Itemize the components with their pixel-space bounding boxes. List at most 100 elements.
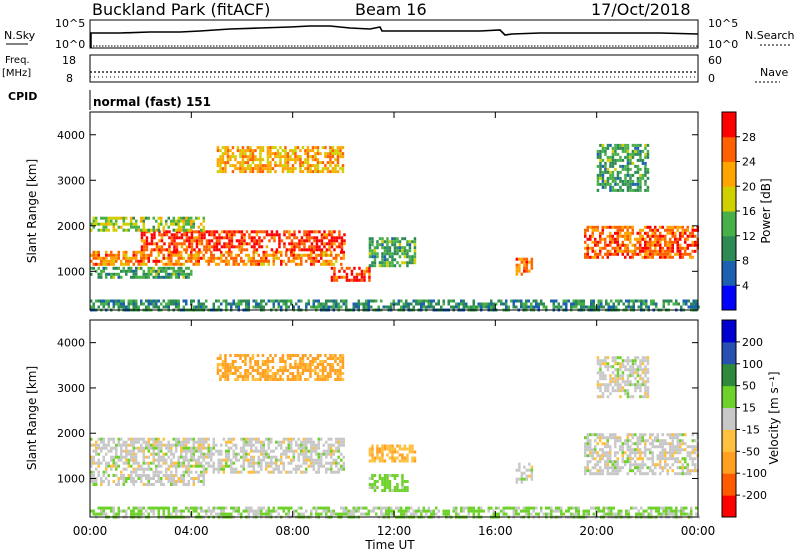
data-cell <box>669 249 672 253</box>
data-cell <box>609 182 612 186</box>
data-cell <box>616 146 620 150</box>
data-cell <box>393 486 397 489</box>
data-cell <box>320 506 323 510</box>
data-cell <box>645 299 648 303</box>
data-cell <box>656 249 659 253</box>
data-cell <box>314 158 317 162</box>
data-cell <box>147 440 150 444</box>
data-cell <box>323 236 326 240</box>
data-cell <box>626 167 630 171</box>
data-cell <box>155 467 158 471</box>
data-cell <box>283 230 286 234</box>
data-cell <box>100 512 103 516</box>
data-cell <box>388 255 392 259</box>
data-cell <box>367 305 370 309</box>
data-cell <box>343 239 346 243</box>
data-cell <box>175 437 178 441</box>
freq-label: Freq. <box>5 55 30 66</box>
data-cell <box>314 366 317 369</box>
data-cell <box>644 380 647 384</box>
data-cell <box>644 179 647 183</box>
data-cell <box>249 152 252 156</box>
data-cell <box>324 375 327 378</box>
data-cell <box>684 228 687 232</box>
data-cell <box>310 253 313 257</box>
data-cell <box>244 369 247 372</box>
data-cell <box>285 452 288 456</box>
data-cell <box>269 167 272 171</box>
data-cell <box>624 237 627 241</box>
data-cell <box>175 275 178 279</box>
data-cell <box>92 219 95 223</box>
data-cell <box>652 302 655 306</box>
colorbar-tick-label: 16 <box>742 205 756 218</box>
data-cell <box>432 305 435 309</box>
data-cell <box>606 252 609 256</box>
data-cell <box>90 272 93 276</box>
data-cell <box>336 357 340 360</box>
data-cell <box>580 299 583 303</box>
data-cell <box>381 489 384 492</box>
data-cell <box>333 278 336 282</box>
data-cell <box>110 455 113 459</box>
data-cell <box>604 374 607 378</box>
data-cell <box>357 299 360 303</box>
data-cell <box>350 278 354 282</box>
data-cell <box>335 461 338 465</box>
data-cell <box>112 256 115 260</box>
data-cell <box>279 375 282 378</box>
data-cell <box>232 449 235 453</box>
data-cell <box>594 255 597 259</box>
data-cell <box>624 182 627 186</box>
data-cell <box>629 433 632 437</box>
data-cell <box>691 457 694 461</box>
data-cell <box>313 236 316 240</box>
data-cell <box>614 188 617 192</box>
data-cell <box>310 248 314 252</box>
data-cell <box>282 464 285 468</box>
data-cell <box>246 146 250 150</box>
data-cell <box>325 259 328 263</box>
data-cell <box>339 152 342 156</box>
data-cell <box>331 161 335 165</box>
data-cell <box>280 452 283 456</box>
data-cell <box>216 366 220 369</box>
data-cell <box>340 467 343 471</box>
data-cell <box>335 239 339 243</box>
data-cell <box>301 369 305 372</box>
data-cell <box>420 299 423 303</box>
data-cell <box>381 264 384 268</box>
data-cell <box>261 158 265 162</box>
data-cell <box>616 472 619 476</box>
data-cell <box>175 228 178 232</box>
data-cell <box>626 362 630 366</box>
data-cell <box>525 266 529 270</box>
data-cell <box>127 443 130 447</box>
data-cell <box>192 256 195 260</box>
data-cell <box>155 437 158 441</box>
data-cell <box>275 461 278 465</box>
data-cell <box>145 216 148 220</box>
data-cell <box>341 354 345 357</box>
data-cell <box>258 242 261 246</box>
data-cell <box>312 506 315 510</box>
data-cell <box>197 253 200 257</box>
data-cell <box>155 446 158 450</box>
data-cell <box>187 464 190 468</box>
data-cell <box>386 258 389 262</box>
data-cell <box>666 451 669 455</box>
data-cell <box>634 252 637 256</box>
data-cell <box>290 253 293 257</box>
data-cell <box>621 451 624 455</box>
data-cell <box>152 225 155 229</box>
data-cell <box>185 272 188 276</box>
data-cell <box>312 446 315 450</box>
data-cell <box>230 467 233 471</box>
data-cell <box>661 246 664 250</box>
data-cell <box>290 458 293 462</box>
data-cell <box>252 458 255 462</box>
data-cell <box>195 446 198 450</box>
data-cell <box>293 248 296 252</box>
data-cell <box>182 262 185 266</box>
